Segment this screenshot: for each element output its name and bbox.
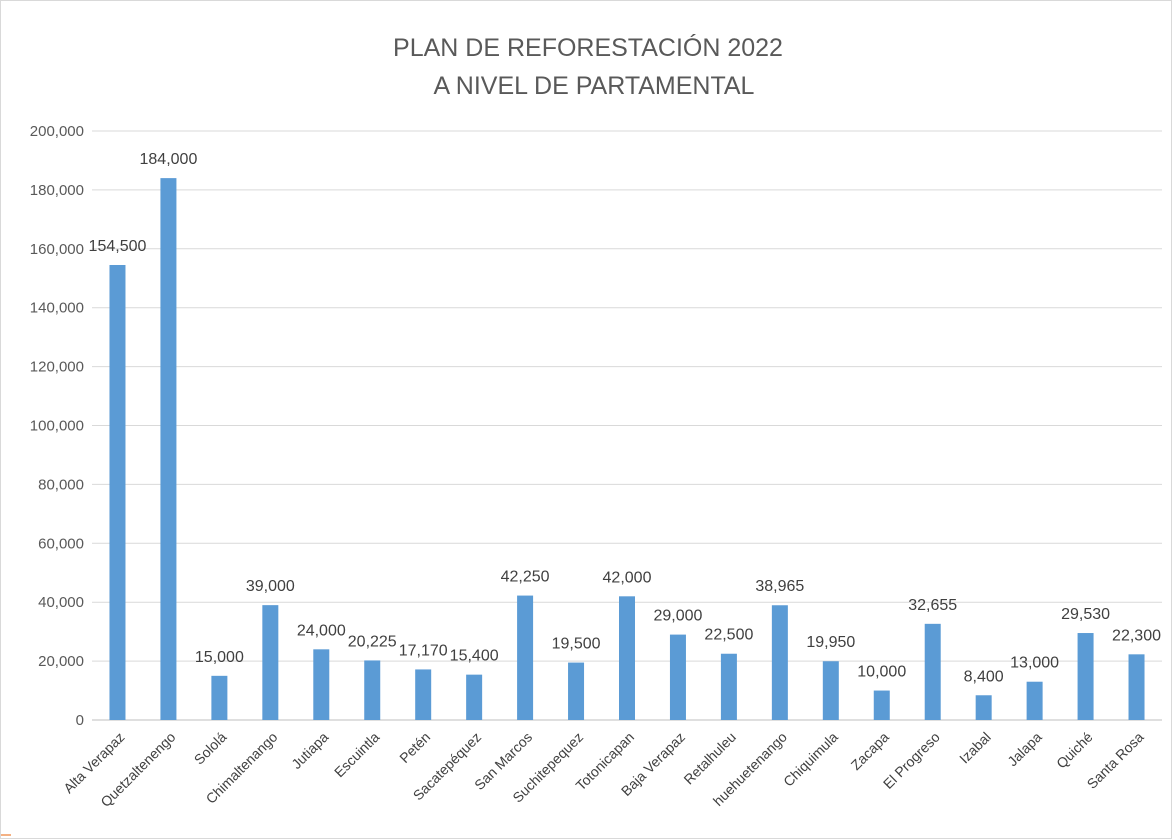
y-tick-label: 140,000 [30,300,84,317]
category-label: Izabal [956,729,994,767]
bar [669,634,686,720]
bar [211,675,228,720]
y-tick-label: 180,000 [30,182,84,199]
data-label: 17,170 [399,642,448,659]
data-label: 38,965 [755,578,804,595]
bar [364,660,381,720]
category-label: Petén [396,729,433,766]
data-label: 15,000 [195,649,244,666]
data-label: 15,400 [450,648,499,665]
category-label: Quiché [1053,729,1096,772]
category-label: Jalapa [1004,729,1045,770]
bar [262,605,279,720]
data-label: 22,500 [704,627,753,644]
category-label: Jutiapa [288,729,331,772]
data-label: 42,000 [603,569,652,586]
data-label: 39,000 [246,578,295,595]
y-tick-label: 100,000 [30,418,84,435]
y-tick-label: 0 [76,712,84,729]
data-label: 154,500 [89,238,147,255]
y-tick-label: 200,000 [30,123,84,140]
data-label: 19,950 [806,634,855,651]
bar [568,662,585,720]
y-axis-ticks: 0 20,000 40,000 60,000 80,000 100,000 120,000 1… [30,123,84,729]
data-label: 19,500 [552,636,601,653]
bar [313,649,330,720]
category-label: Zacapa [848,729,892,773]
bar [466,674,483,720]
bar [619,596,635,720]
y-tick-label: 20,000 [38,653,84,670]
bar [822,661,839,720]
bar [415,669,432,720]
data-label: 42,250 [501,569,550,586]
bar [975,695,992,720]
data-label: 24,000 [297,622,346,639]
data-label: 13,000 [1010,655,1059,672]
bar [517,595,534,720]
category-label: Chiquimula [780,729,841,790]
bar [1077,633,1094,720]
data-label: 32,655 [908,597,957,614]
data-label: 184,000 [140,151,198,168]
data-label: 29,000 [653,608,702,625]
bar [1128,654,1145,720]
chart-subtitle: A NIVEL DE PARTAMENTAL [434,72,755,100]
data-label: 29,530 [1061,606,1110,623]
y-tick-label: 40,000 [38,594,84,611]
bar [1026,681,1043,720]
y-tick-label: 80,000 [38,476,84,493]
data-label: 8,400 [964,668,1004,685]
bars [109,178,1145,720]
data-label: 20,225 [348,633,397,650]
bar [109,264,126,720]
corner-accent [1,834,11,836]
y-tick-label: 60,000 [38,535,84,552]
bar [873,690,890,720]
category-label: Sololá [191,729,230,768]
data-labels: 154,500 184,000 15,000 39,000 24,00020,22517… [89,151,1162,685]
bar [160,178,177,720]
data-label: 22,300 [1112,627,1161,644]
y-tick-label: 120,000 [30,359,84,376]
category-label: Escuintla [331,729,383,781]
chart-title: PLAN DE REFORESTACIÓN 2022 [393,33,783,62]
data-label: 10,000 [857,664,906,681]
y-tick-label: 160,000 [30,241,84,258]
bar [771,605,788,720]
bar [720,653,737,720]
bar [924,623,941,720]
